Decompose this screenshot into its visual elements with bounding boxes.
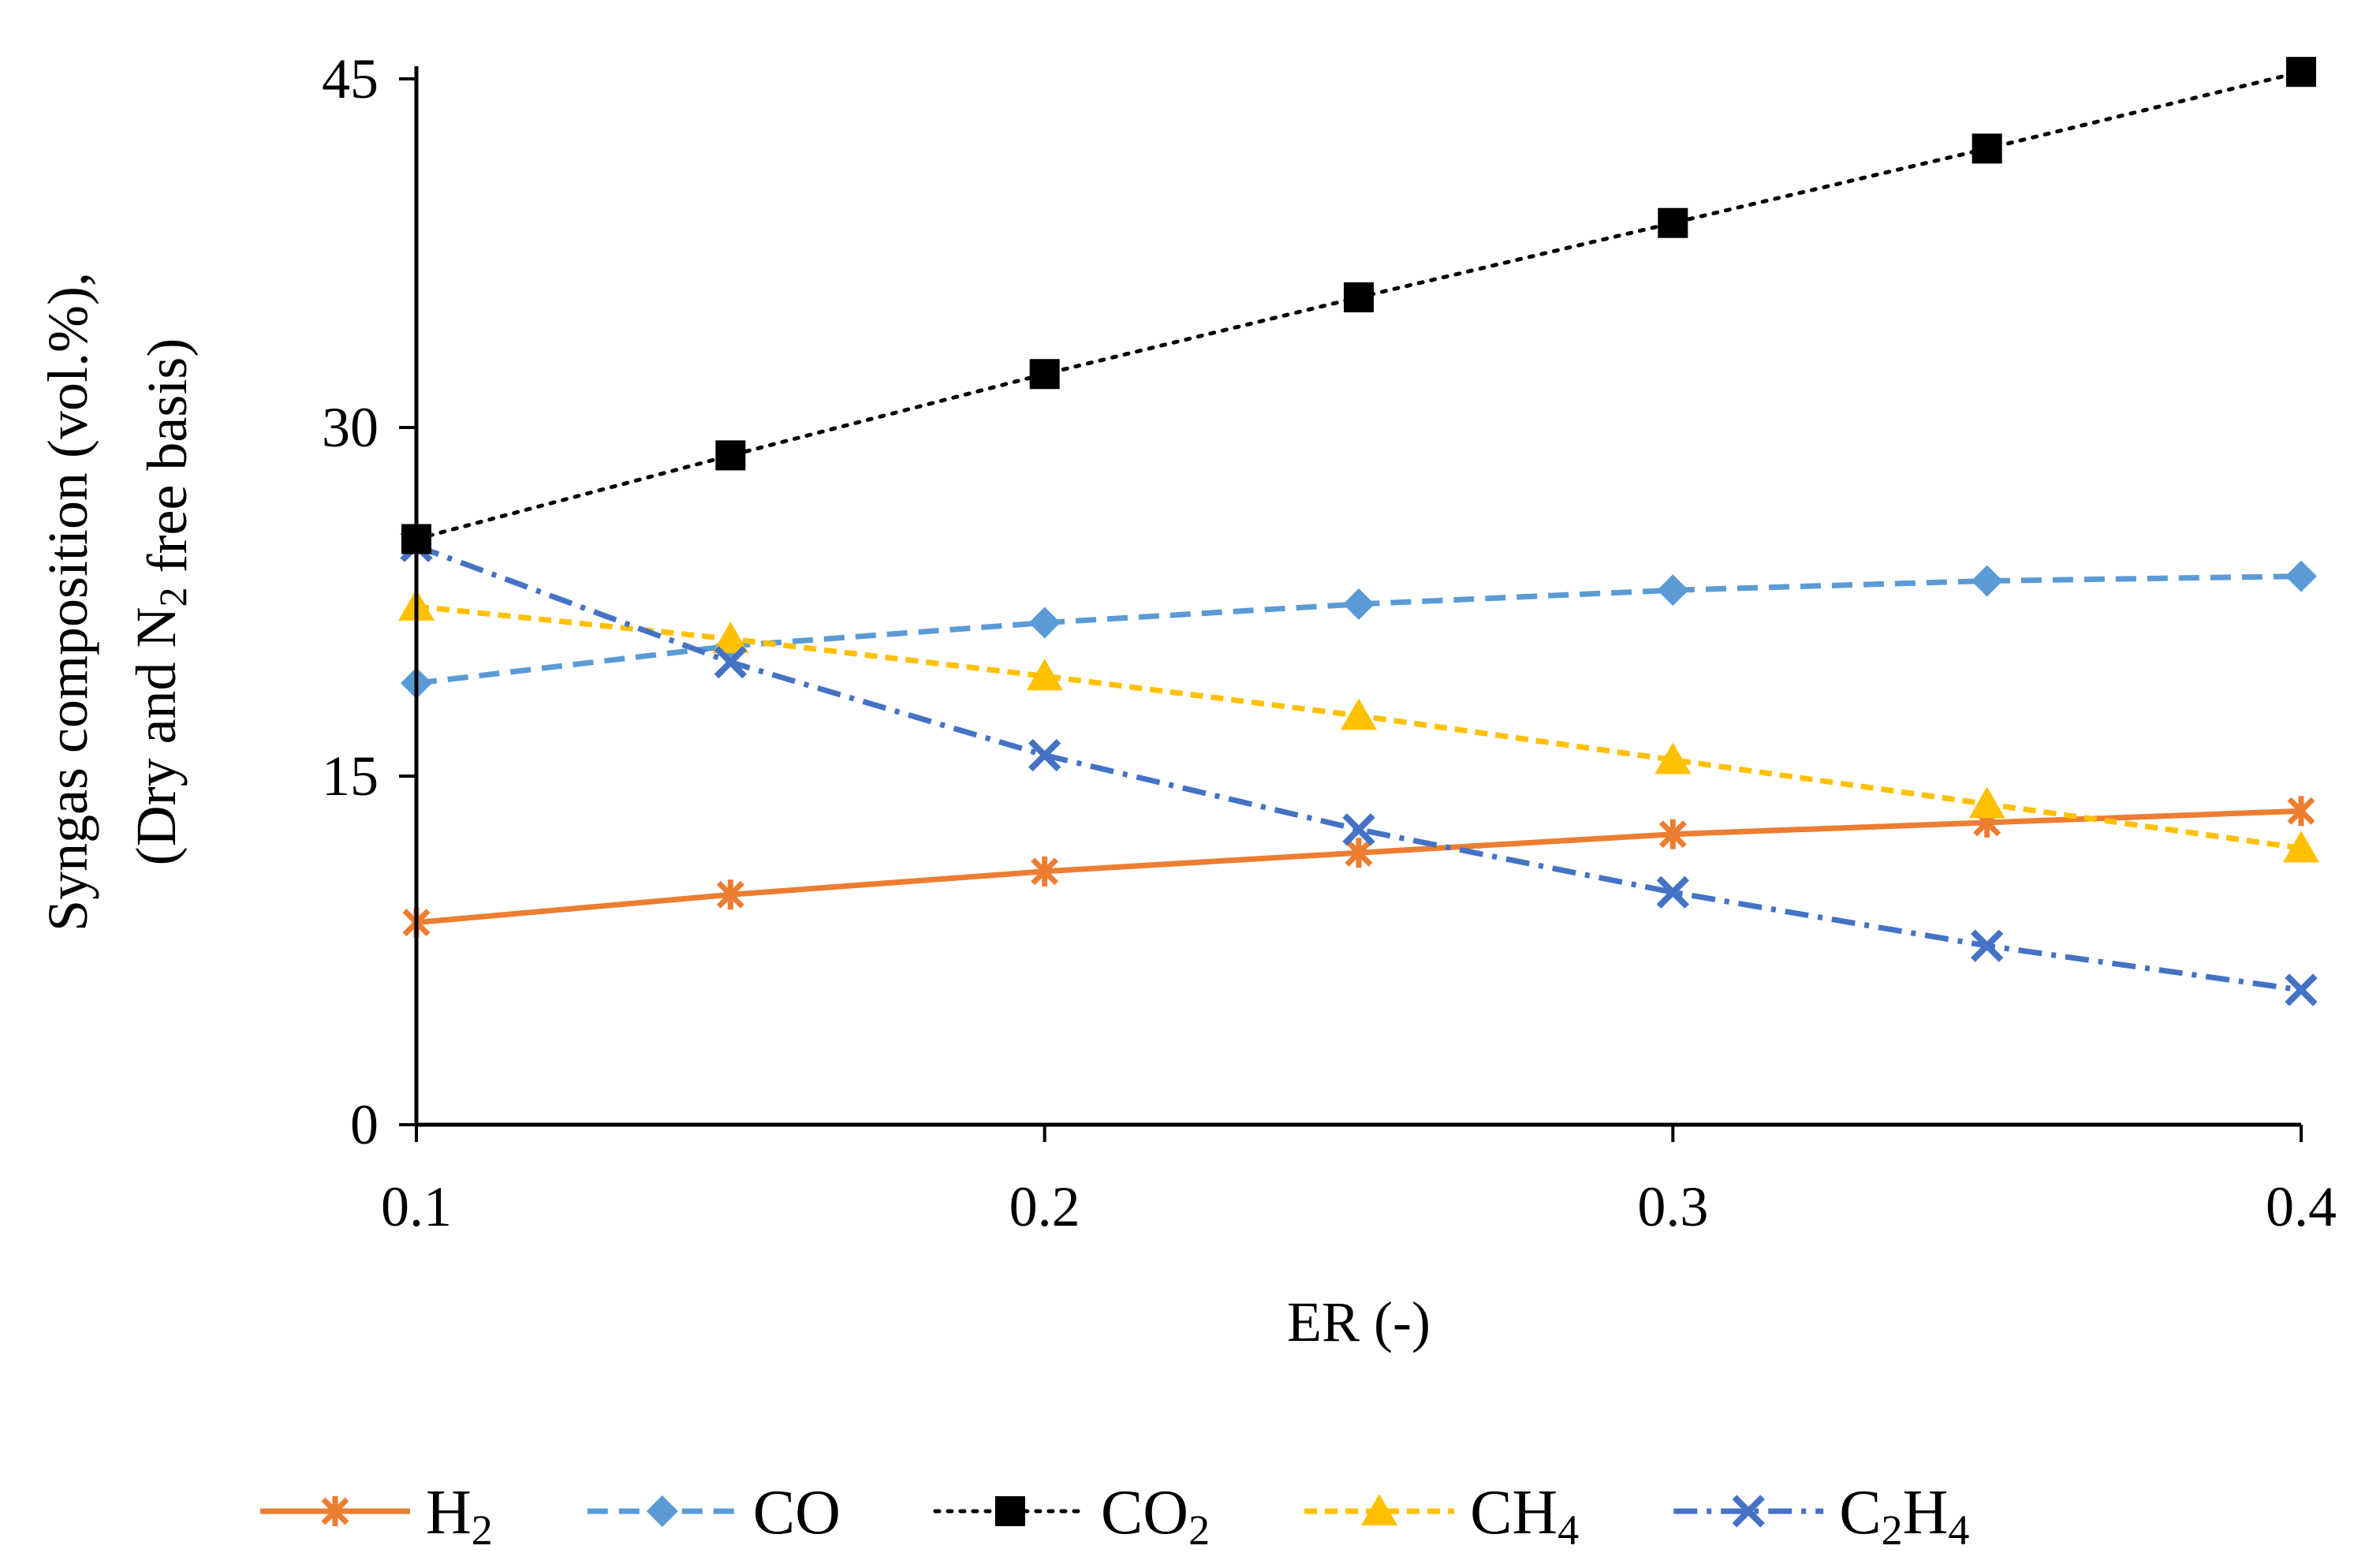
legend-marker	[646, 1495, 678, 1527]
plot-markers	[398, 57, 2319, 1006]
axes: 0.1 0.2 0.3 0.4 0 15 30 45	[322, 47, 2337, 1238]
legend[interactable]: H2 CO CO2 CH4 C2H4	[260, 1478, 1969, 1553]
series-c2h4-point	[1971, 929, 2004, 962]
axis-titles: ER (-) Syngas composition (vol.%), (Dry an…	[36, 272, 1431, 1353]
series-co-point	[1657, 574, 1689, 607]
x-tick-label: 0.2	[1009, 1175, 1080, 1238]
x-tick-label: 0.3	[1637, 1175, 1708, 1238]
series-co2-point	[1972, 133, 2002, 164]
series-h2-point	[1345, 838, 1373, 868]
series-c2h4-point	[1028, 738, 1061, 772]
series-co-point	[1028, 607, 1061, 639]
series-co2-point	[715, 440, 746, 471]
y-tick-label: 30	[322, 396, 379, 459]
series-ch4-point	[2283, 831, 2319, 863]
y-axis-title-line1: Syngas composition (vol.%),	[36, 272, 99, 931]
legend-label: CO2	[1101, 1478, 1210, 1549]
series-ch4-point	[1968, 786, 2005, 819]
legend-label: H2	[426, 1478, 493, 1549]
x-tick-label: 0.1	[381, 1175, 452, 1238]
legend-item-c2h4[interactable]: C2H4	[1673, 1478, 1969, 1553]
legend-item-co[interactable]: CO	[587, 1478, 841, 1547]
series-c2h4-point	[1342, 813, 1375, 846]
legend-label: C2H4	[1839, 1478, 1969, 1549]
y-tick-label: 0	[350, 1093, 379, 1156]
legend-label: CO	[753, 1478, 841, 1547]
series-ch4-point	[1026, 659, 1063, 691]
series-ch4-point	[1341, 698, 1377, 730]
series-co2-point	[2286, 57, 2316, 88]
series-ch4-point	[1654, 742, 1692, 775]
series-co-point	[1343, 588, 1375, 620]
x-tick-label: 0.4	[2266, 1175, 2337, 1238]
legend-marker	[1732, 1495, 1765, 1528]
series-h2-point	[1031, 856, 1059, 887]
series-co2-point	[1029, 359, 1060, 390]
series-co2-point	[1344, 282, 1374, 312]
x-axis-title: ER (-)	[1287, 1290, 1431, 1353]
legend-marker	[994, 1496, 1025, 1526]
legend-marker	[321, 1496, 349, 1526]
series-ch4-point	[712, 622, 749, 654]
legend-item-co2[interactable]: CO2	[933, 1478, 1210, 1553]
y-tick-label: 45	[322, 47, 379, 110]
series-c2h4-point	[714, 645, 747, 679]
series-co-point	[2285, 560, 2317, 592]
series-h2-point	[716, 879, 744, 910]
series-c2h4-point	[1656, 875, 1689, 909]
series-c2h4-point	[2285, 973, 2318, 1006]
legend-label: CH4	[1470, 1478, 1579, 1549]
legend-item-ch4[interactable]: CH4	[1304, 1478, 1579, 1553]
y-tick-label: 15	[322, 745, 379, 808]
series-h2-point	[1658, 819, 1687, 849]
series-co2-point	[1658, 207, 1688, 238]
legend-marker	[1361, 1494, 1398, 1525]
y-axis-title-line2: (Dry and N2 free basis)	[125, 338, 199, 866]
legend-item-h2[interactable]: H2	[260, 1478, 493, 1553]
series-co-point	[1971, 565, 2003, 597]
series-h2-point	[2287, 796, 2315, 827]
